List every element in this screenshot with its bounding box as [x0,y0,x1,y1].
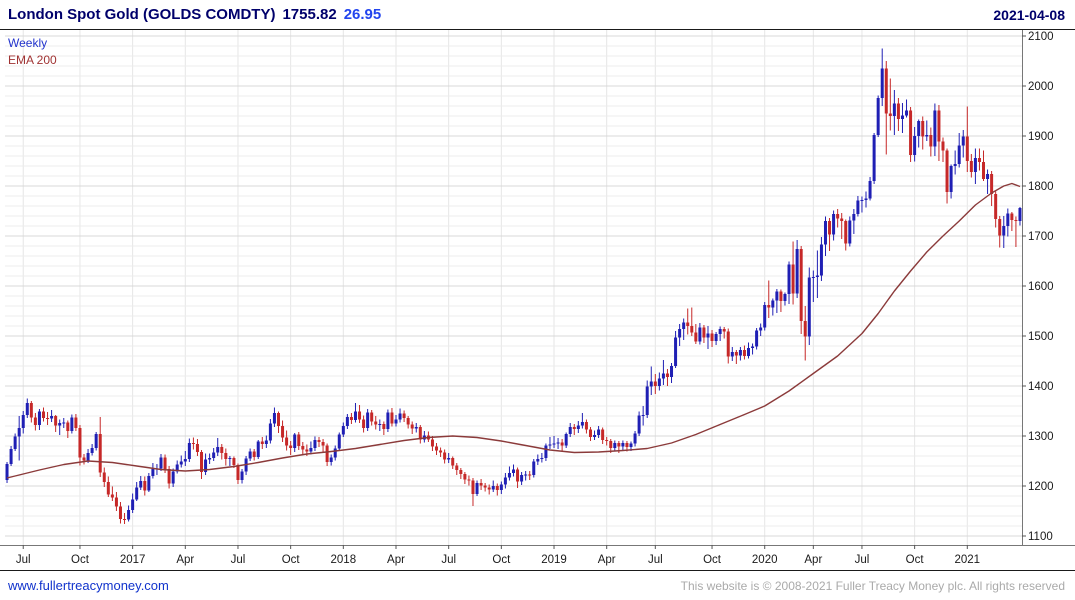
svg-text:Jul: Jul [441,554,456,566]
svg-text:Oct: Oct [492,554,511,566]
price-chart-svg[interactable]: 1100 1200 1300 1400 1500 1600 1700 1800 1900 2000… [0,30,1075,570]
price-change: 26.95 [343,6,382,23]
svg-text:Jul: Jul [648,554,663,566]
svg-text:Jul: Jul [16,554,31,566]
svg-text:Jul: Jul [855,554,870,566]
svg-text:Oct: Oct [703,554,722,566]
copyright-text: This website is © 2008-2021 Fuller Treac… [680,578,1065,593]
svg-text:Jul: Jul [231,554,246,566]
svg-text:1400: 1400 [1028,381,1054,393]
svg-text:1800: 1800 [1028,181,1054,193]
chart-header: London Spot Gold (GOLDS COMDTY) 1755.82 … [0,0,1075,30]
svg-text:2021: 2021 [955,554,981,566]
svg-text:1300: 1300 [1028,431,1054,443]
legend-interval-label: Weekly [8,36,48,50]
svg-text:Oct: Oct [71,554,90,566]
svg-text:1600: 1600 [1028,281,1054,293]
chart-date: 2021-04-08 [993,6,1065,23]
svg-text:2018: 2018 [331,554,357,566]
chart-title-group: London Spot Gold (GOLDS COMDTY) 1755.82 … [8,6,381,23]
last-price: 1755.82 [282,6,337,23]
svg-text:1100: 1100 [1028,531,1053,543]
svg-text:Apr: Apr [387,554,405,566]
svg-text:1700: 1700 [1028,231,1054,243]
svg-text:2019: 2019 [541,554,567,566]
svg-text:Apr: Apr [598,554,616,566]
svg-text:Apr: Apr [804,554,822,566]
footer-link[interactable]: www.fullertreacymoney.com [8,578,169,593]
svg-text:Oct: Oct [906,554,925,566]
legend-ema-label: EMA 200 [8,53,57,67]
svg-text:1500: 1500 [1028,331,1054,343]
svg-text:2020: 2020 [752,554,778,566]
chart-area: 1100 1200 1300 1400 1500 1600 1700 1800 1900 2000… [0,30,1075,570]
page-footer: www.fullertreacymoney.com This website i… [0,570,1075,600]
svg-text:1900: 1900 [1028,131,1054,143]
chart-legend: Weekly EMA 200 [8,35,57,69]
svg-text:2017: 2017 [120,554,146,566]
svg-text:Apr: Apr [176,554,194,566]
chart-title: London Spot Gold (GOLDS COMDTY) [8,6,276,23]
svg-text:2000: 2000 [1028,81,1054,93]
svg-text:1200: 1200 [1028,481,1054,493]
svg-text:Oct: Oct [282,554,301,566]
svg-text:2100: 2100 [1028,31,1054,43]
